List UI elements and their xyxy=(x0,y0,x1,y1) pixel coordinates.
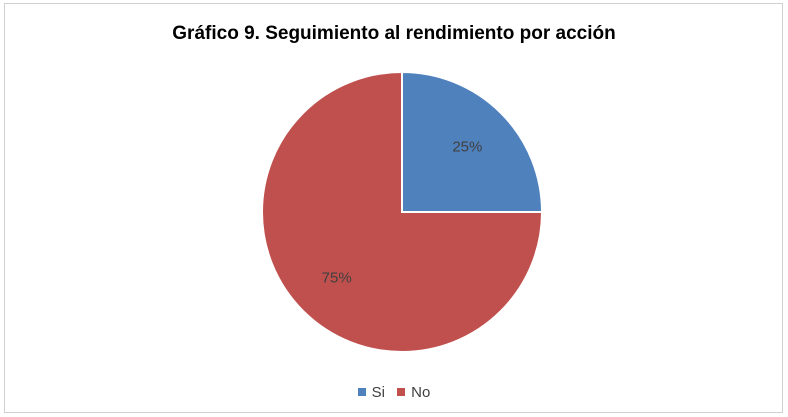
legend-item-no: No xyxy=(397,384,430,401)
legend-label-no: No xyxy=(411,383,431,401)
legend-swatch-si xyxy=(357,388,366,396)
pie-slice-no xyxy=(261,70,544,353)
chart-title: Gráfico 9. Seguimiento al rendimiento po… xyxy=(172,23,616,44)
legend-label-si: Si xyxy=(371,383,385,401)
legend-swatch-no xyxy=(397,388,406,396)
chart-legend: Si No xyxy=(0,383,788,401)
pie-slice-si xyxy=(401,70,544,213)
data-label-no: 75% xyxy=(322,269,352,286)
legend-item-si: Si xyxy=(357,383,385,401)
data-label-si: 25% xyxy=(452,139,482,156)
